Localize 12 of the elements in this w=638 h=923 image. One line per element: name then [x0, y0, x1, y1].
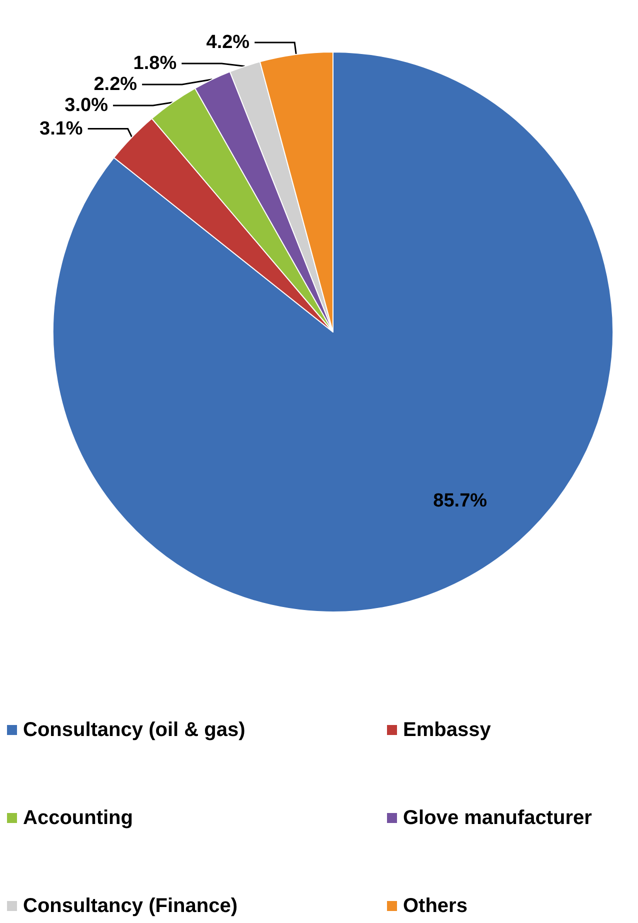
data-label: 2.2% [94, 74, 138, 96]
legend-label: Accounting [23, 807, 133, 829]
data-label: 1.8% [133, 53, 177, 74]
legend-label: Glove manufacturer [403, 807, 592, 829]
data-label: 85.7% [433, 490, 488, 512]
legend-label: Others [403, 895, 468, 917]
data-label: 3.0% [64, 95, 108, 116]
data-label: 4.2% [206, 32, 250, 54]
legend-label: Consultancy (Finance) [23, 895, 238, 917]
legend-label: Consultancy (oil & gas) [23, 719, 246, 741]
data-label: 3.1% [40, 118, 83, 140]
legend-label: Embassy [403, 719, 492, 741]
